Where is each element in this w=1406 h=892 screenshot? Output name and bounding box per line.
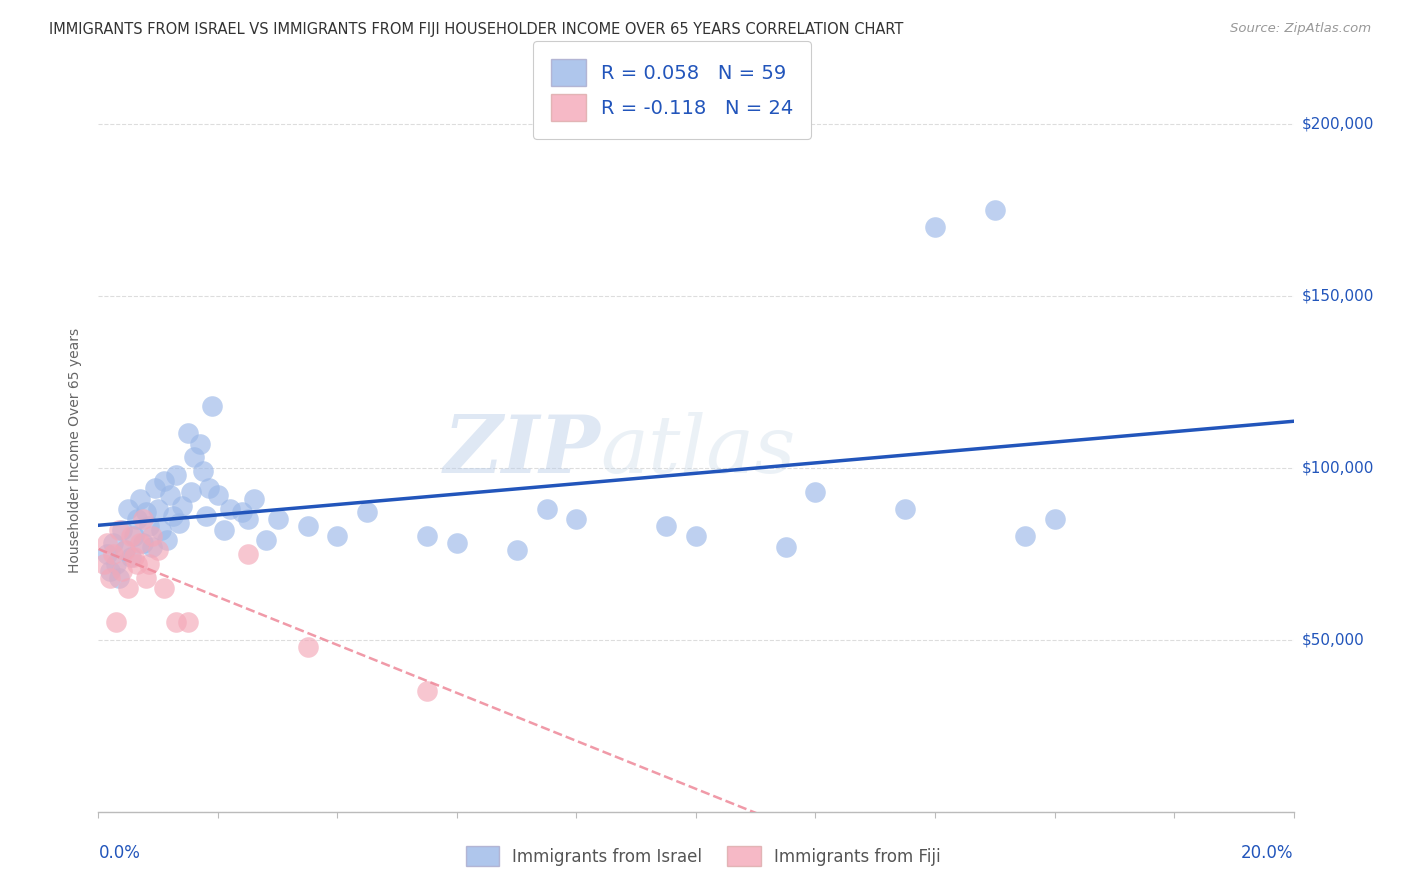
Point (446, 536, 468, 550)
Point (195, 508, 218, 523)
Text: Source: ZipAtlas.com: Source: ZipAtlas.com (1230, 22, 1371, 36)
Point (132, 536, 155, 550)
Point (127, 557, 149, 571)
Point (108, 523, 131, 537)
Point (1043, 512, 1066, 526)
Point (177, 615, 200, 630)
Text: 20.0%: 20.0% (1241, 844, 1294, 863)
Point (201, 399, 224, 413)
Point (141, 529, 163, 543)
Point (117, 502, 139, 516)
Point (153, 475, 176, 489)
Point (96, 536, 118, 550)
Point (267, 512, 290, 526)
Point (219, 502, 242, 516)
Point (124, 550, 146, 565)
Text: $100,000: $100,000 (1302, 460, 1374, 475)
Point (416, 529, 439, 543)
Point (297, 640, 319, 654)
Point (243, 491, 266, 506)
Text: $200,000: $200,000 (1302, 116, 1374, 131)
Point (356, 505, 378, 519)
Point (804, 484, 827, 499)
Point (135, 505, 157, 519)
Point (159, 488, 181, 502)
Point (153, 581, 176, 595)
Point (105, 615, 128, 630)
Point (103, 547, 125, 561)
Point (148, 543, 170, 558)
Point (506, 543, 529, 558)
Point (141, 540, 163, 554)
Legend: Immigrants from Israel, Immigrants from Fiji: Immigrants from Israel, Immigrants from … (457, 838, 949, 875)
Point (924, 219, 946, 234)
Point (326, 529, 349, 543)
Point (191, 464, 214, 478)
Point (124, 529, 146, 543)
Point (129, 491, 152, 506)
Text: $150,000: $150,000 (1302, 288, 1374, 303)
Point (207, 488, 229, 502)
Point (132, 512, 155, 526)
Point (105, 557, 128, 571)
Point (231, 505, 253, 519)
Point (894, 502, 917, 516)
Point (117, 581, 139, 595)
Point (775, 540, 797, 554)
Text: IMMIGRANTS FROM ISRAEL VS IMMIGRANTS FROM FIJI HOUSEHOLDER INCOME OVER 65 YEARS : IMMIGRANTS FROM ISRAEL VS IMMIGRANTS FRO… (49, 22, 904, 37)
Point (655, 519, 678, 533)
Point (177, 426, 200, 441)
Point (138, 519, 160, 533)
Point (416, 684, 439, 698)
Text: $50,000: $50,000 (1302, 632, 1365, 648)
Point (254, 533, 277, 547)
Point (114, 543, 136, 558)
Point (148, 502, 170, 516)
Point (236, 547, 259, 561)
Point (212, 523, 235, 537)
Point (98, 571, 122, 585)
Point (198, 481, 221, 495)
Point (143, 481, 166, 495)
Point (167, 516, 190, 530)
Point (135, 571, 157, 585)
Point (188, 436, 211, 450)
Point (165, 467, 187, 482)
Point (162, 508, 184, 523)
Point (297, 519, 319, 533)
Point (172, 499, 194, 513)
Text: 0.0%: 0.0% (98, 844, 141, 863)
Point (984, 202, 1007, 217)
Point (565, 512, 588, 526)
Point (536, 502, 558, 516)
Point (129, 536, 152, 550)
Text: atlas: atlas (600, 412, 796, 489)
Point (93, 557, 115, 571)
Point (103, 536, 125, 550)
Legend: R = 0.058   N = 59, R = -0.118   N = 24: R = 0.058 N = 59, R = -0.118 N = 24 (533, 41, 811, 139)
Point (111, 523, 134, 537)
Point (156, 533, 179, 547)
Point (96, 547, 118, 561)
Point (127, 512, 149, 526)
Point (111, 564, 134, 578)
Point (165, 615, 187, 630)
Point (685, 529, 707, 543)
Text: ZIP: ZIP (443, 412, 600, 489)
Y-axis label: Householder Income Over 65 years: Householder Income Over 65 years (69, 328, 83, 573)
Point (98, 564, 122, 578)
Point (108, 571, 131, 585)
Point (114, 543, 136, 558)
Point (138, 557, 160, 571)
Point (236, 512, 259, 526)
Point (150, 523, 173, 537)
Point (183, 450, 205, 465)
Point (1014, 529, 1036, 543)
Point (180, 484, 202, 499)
Point (120, 550, 142, 565)
Point (120, 529, 142, 543)
